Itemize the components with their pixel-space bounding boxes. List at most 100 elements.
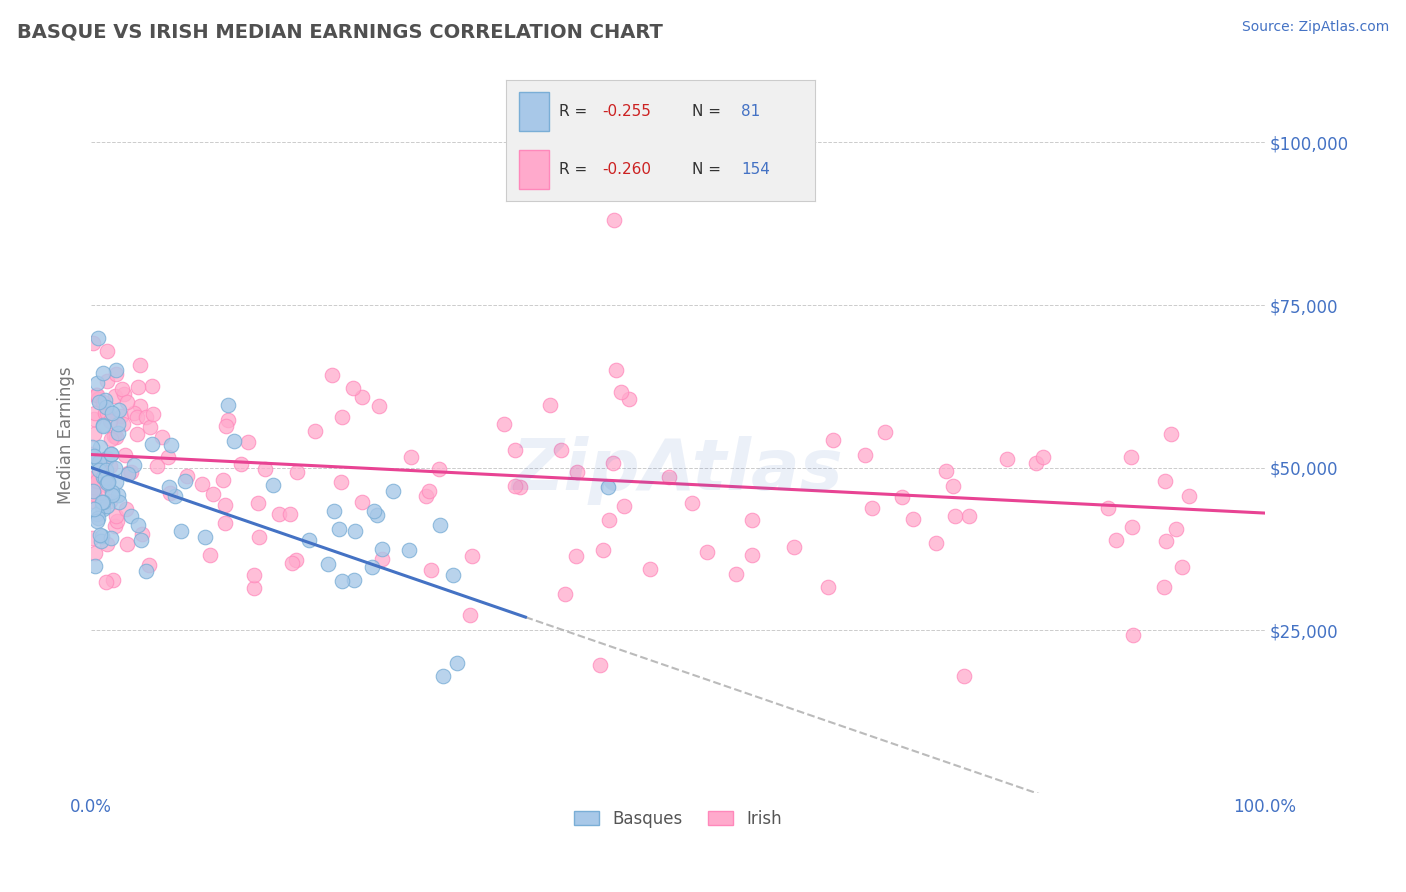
- Point: [1156, 533, 1178, 548]
- Point: [419, 563, 441, 577]
- Point: [157, 450, 180, 465]
- Point: [94, 478, 117, 492]
- Point: [352, 391, 374, 405]
- Point: [82, 447, 104, 461]
- Point: [87, 463, 110, 477]
- Point: [86, 507, 108, 521]
- Point: [658, 470, 681, 484]
- Point: [328, 522, 350, 536]
- Point: [371, 541, 394, 556]
- Point: [96, 537, 118, 551]
- Point: [115, 394, 138, 409]
- Point: [509, 480, 531, 494]
- Point: [724, 566, 747, 581]
- Point: [821, 434, 844, 448]
- Point: [217, 398, 239, 412]
- Point: [101, 573, 124, 587]
- Point: [398, 542, 420, 557]
- Text: Source: ZipAtlas.com: Source: ZipAtlas.com: [1241, 20, 1389, 34]
- Point: [91, 470, 114, 484]
- Text: N =: N =: [692, 161, 725, 177]
- Point: [589, 658, 612, 673]
- Point: [860, 501, 883, 516]
- Point: [103, 429, 125, 443]
- Point: [150, 430, 173, 444]
- Point: [127, 380, 149, 394]
- Point: [741, 513, 763, 527]
- Point: [122, 406, 145, 420]
- Point: [278, 508, 301, 522]
- Point: [361, 560, 384, 574]
- Point: [98, 493, 121, 508]
- Point: [925, 536, 948, 550]
- Point: [90, 500, 112, 514]
- Y-axis label: Median Earnings: Median Earnings: [58, 367, 75, 504]
- Text: 154: 154: [741, 161, 770, 177]
- Point: [215, 419, 238, 434]
- Point: [100, 447, 122, 461]
- Point: [94, 471, 117, 485]
- Point: [401, 450, 423, 465]
- Text: ZipAtlas: ZipAtlas: [512, 436, 844, 505]
- Point: [100, 414, 122, 428]
- Point: [89, 527, 111, 541]
- Point: [141, 379, 163, 393]
- Point: [202, 487, 225, 501]
- Point: [111, 382, 134, 396]
- Point: [1153, 580, 1175, 594]
- Point: [253, 462, 276, 476]
- Point: [91, 367, 114, 381]
- Point: [86, 376, 108, 390]
- Point: [117, 466, 139, 480]
- Point: [943, 508, 966, 523]
- Point: [163, 489, 186, 503]
- Point: [91, 495, 114, 509]
- Point: [139, 420, 162, 434]
- Point: [94, 574, 117, 589]
- Point: [217, 412, 239, 426]
- Point: [190, 476, 212, 491]
- Bar: [519, 150, 550, 188]
- Point: [105, 508, 128, 523]
- Point: [89, 395, 111, 409]
- Point: [1119, 450, 1142, 465]
- Point: [83, 487, 105, 501]
- Legend: Basques, Irish: Basques, Irish: [568, 803, 789, 834]
- Point: [783, 541, 806, 555]
- Point: [159, 486, 181, 500]
- Point: [214, 516, 236, 531]
- Point: [83, 501, 105, 516]
- Point: [247, 496, 270, 510]
- Point: [83, 449, 105, 463]
- Point: [131, 526, 153, 541]
- Point: [82, 531, 104, 545]
- Point: [142, 407, 165, 421]
- Point: [370, 552, 392, 566]
- Point: [128, 399, 150, 413]
- Point: [1122, 628, 1144, 642]
- Point: [96, 374, 118, 388]
- Point: [505, 479, 527, 493]
- Point: [432, 668, 454, 682]
- Point: [176, 468, 198, 483]
- Point: [418, 483, 440, 498]
- Point: [243, 567, 266, 582]
- Point: [120, 509, 142, 524]
- Point: [605, 362, 627, 376]
- Point: [321, 368, 343, 383]
- Point: [82, 473, 104, 487]
- Point: [494, 417, 516, 431]
- Point: [617, 392, 640, 407]
- Point: [107, 417, 129, 431]
- Point: [84, 545, 107, 559]
- Point: [875, 425, 897, 439]
- Point: [567, 465, 589, 479]
- Point: [87, 330, 110, 344]
- Point: [97, 475, 120, 489]
- Bar: [519, 93, 550, 131]
- Point: [281, 556, 304, 570]
- Point: [817, 580, 839, 594]
- Point: [330, 410, 353, 425]
- Text: R =: R =: [558, 161, 592, 177]
- Point: [105, 514, 128, 528]
